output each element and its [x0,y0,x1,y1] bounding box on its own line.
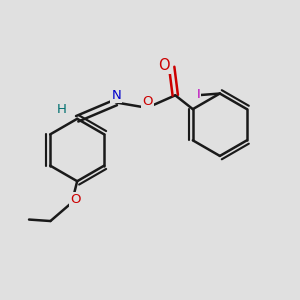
Text: H: H [57,103,67,116]
Text: O: O [158,58,170,73]
Text: I: I [196,88,200,101]
Text: O: O [142,95,153,108]
Text: O: O [70,193,81,206]
Text: N: N [112,89,121,102]
